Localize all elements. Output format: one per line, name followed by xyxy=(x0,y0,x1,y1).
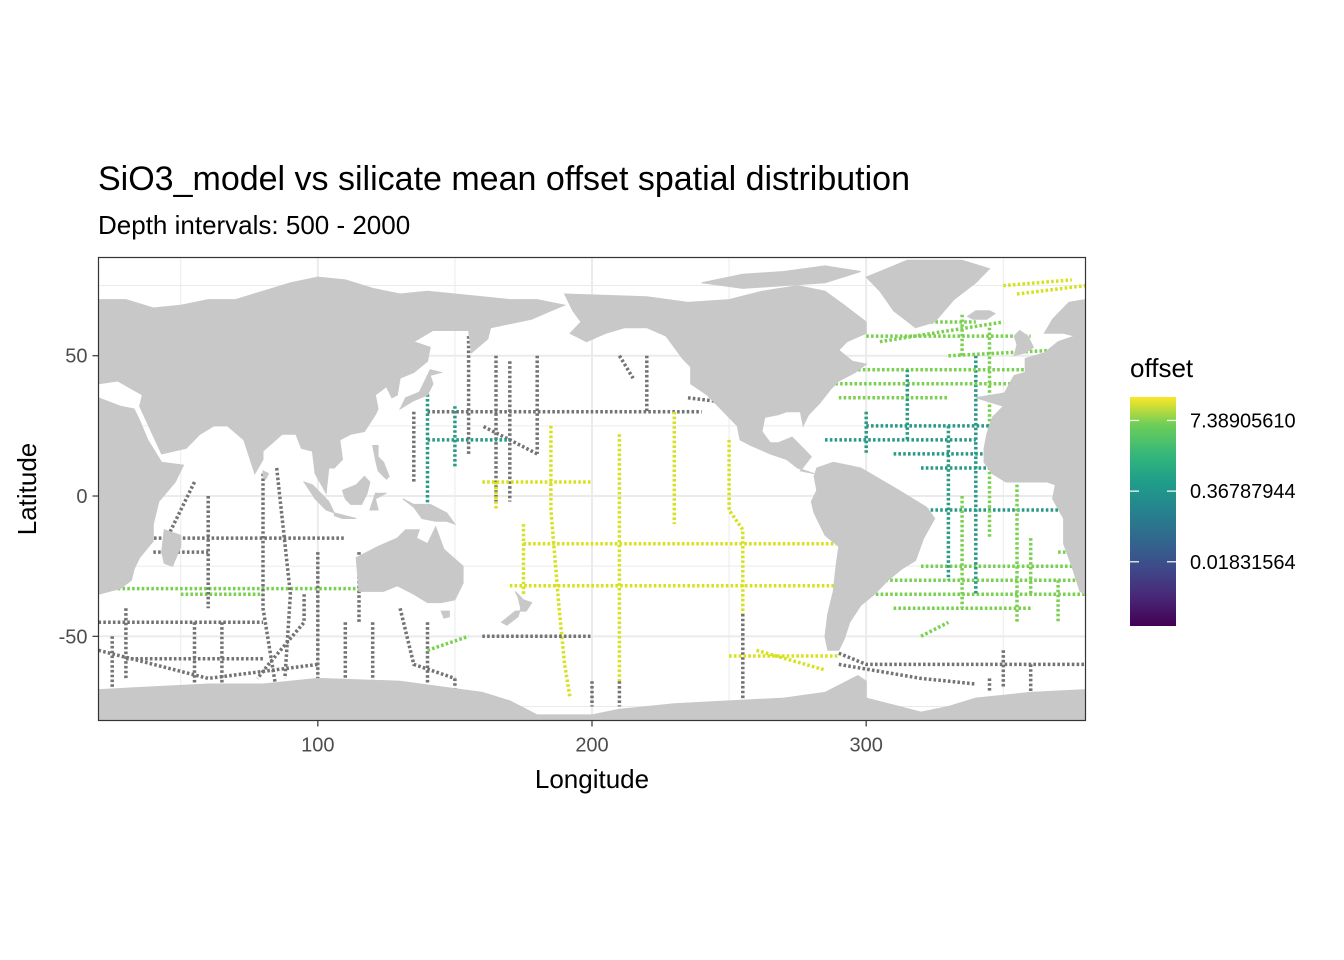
land-australia xyxy=(355,525,464,604)
land-south-america xyxy=(810,461,936,651)
data-track xyxy=(920,620,950,638)
land-java xyxy=(333,512,357,519)
data-track xyxy=(549,425,572,699)
y-tick-label: 0 xyxy=(76,486,87,508)
data-track xyxy=(879,320,1004,344)
land-sulawesi xyxy=(369,492,387,511)
data-track xyxy=(756,648,826,672)
data-track xyxy=(838,662,976,686)
land-eurasia xyxy=(98,276,567,495)
land-japan xyxy=(398,369,444,411)
legend-break-label: 0.01831564 xyxy=(1190,552,1296,574)
legend-breaks: 7.38905610 0.36787944 0.01831564 xyxy=(1130,410,1296,574)
data-tracks xyxy=(98,278,1086,713)
data-track xyxy=(261,473,279,693)
y-axis-ticks: -50 0 50 xyxy=(59,346,99,648)
data-track xyxy=(274,467,293,679)
land-uk xyxy=(1013,329,1035,357)
x-tick-label: 200 xyxy=(575,735,608,757)
data-track xyxy=(1016,283,1086,296)
chart-subtitle: Depth intervals: 500 - 2000 xyxy=(98,210,410,240)
legend-break-label: 0.36787944 xyxy=(1190,481,1296,503)
land-africa xyxy=(98,397,185,595)
legend-colorbar xyxy=(1130,397,1176,626)
land-new-guinea xyxy=(402,498,457,526)
map-panel xyxy=(97,256,1087,722)
data-track xyxy=(426,634,470,652)
legend: offset 7.38905610 0.36787944 0.01831564 xyxy=(1130,353,1296,626)
land-tasmania xyxy=(440,610,450,619)
land-greenland xyxy=(865,259,991,329)
y-tick-label: -50 xyxy=(59,626,88,648)
x-axis-title: Longitude xyxy=(535,764,649,794)
data-track xyxy=(165,481,197,539)
land-antarctica xyxy=(98,675,1086,721)
x-tick-label: 300 xyxy=(849,735,882,757)
x-axis-ticks: 100 200 300 xyxy=(301,720,883,757)
land-borneo xyxy=(341,475,371,505)
land-madagascar xyxy=(161,529,182,567)
land-layer xyxy=(98,259,1086,721)
land-new-zealand xyxy=(500,591,533,626)
data-track xyxy=(838,651,1086,667)
y-axis-title: Latitude xyxy=(12,443,42,536)
y-tick-label: 50 xyxy=(65,346,87,368)
land-philippines xyxy=(372,445,390,480)
chart-title: SiO3_model vs silicate mean offset spati… xyxy=(98,160,910,198)
data-track xyxy=(727,439,745,614)
legend-title: offset xyxy=(1130,353,1194,383)
data-track xyxy=(948,348,1059,358)
land-north-america xyxy=(563,285,868,475)
data-track xyxy=(398,607,456,681)
land-sri-lanka xyxy=(262,469,270,481)
legend-break-label: 7.38905610 xyxy=(1190,410,1296,432)
land-europe xyxy=(1002,329,1086,396)
land-iceland xyxy=(966,310,996,320)
x-tick-label: 100 xyxy=(301,735,334,757)
data-track xyxy=(1003,278,1072,288)
land-canadian-islands xyxy=(701,265,861,289)
